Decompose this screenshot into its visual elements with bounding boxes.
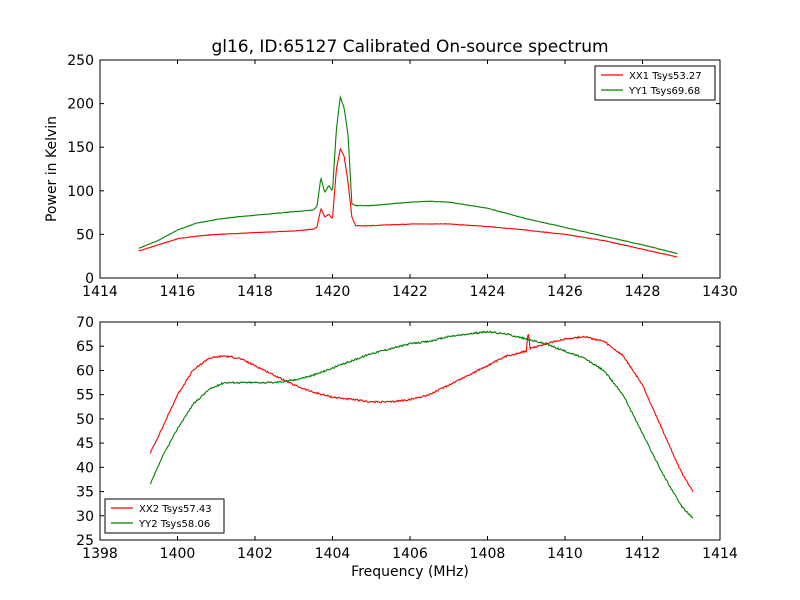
x-tick-label: 1430 (702, 284, 738, 300)
series-line-2-1 (149, 333, 694, 493)
series-line-1-1 (138, 147, 678, 258)
y-tick-label: 35 (76, 485, 94, 501)
x-tick-label: 1420 (315, 284, 351, 300)
chart-panel-2: 1398 1400 1402 1404 1406 1408 1410 1412 1414 25 30… (76, 315, 738, 580)
panels: 1414 1416 1418 1420 1422 1424 1426 1428 14300501… (44, 37, 738, 580)
y-tick-label: 100 (67, 184, 94, 200)
y-tick-label: 50 (76, 227, 94, 243)
legend-box (594, 65, 716, 101)
legend-entry: XX2 Tsys57.43 (139, 504, 212, 515)
y-tick-label: 50 (76, 412, 94, 428)
y-tick-label: 45 (76, 436, 94, 452)
x-tick-label: 1424 (470, 284, 506, 300)
x-tick-label: 1422 (392, 284, 428, 300)
x-tick-label: 1400 (160, 546, 196, 562)
x-tick-label: 1406 (392, 546, 428, 562)
legend-entry: YY2 Tsys58.06 (138, 519, 210, 530)
x-tick-label: 1414 (702, 546, 738, 562)
y-tick-label: 30 (76, 509, 94, 525)
y-tick-label: 0 (85, 271, 94, 287)
x-tick-label: 1414 (82, 284, 118, 300)
y-tick-label: 65 (76, 339, 94, 355)
x-tick-label: 1426 (547, 284, 583, 300)
y-tick-label: 40 (76, 460, 94, 476)
legend-box (104, 498, 225, 534)
y-tick-label: 250 (67, 53, 94, 69)
x-tick-label: 1412 (625, 546, 661, 562)
series-line-1-2 (138, 95, 678, 255)
y-tick-label: 55 (76, 388, 94, 404)
legend-2: XX2 Tsys57.43 YY2 Tsys58.06 (104, 498, 225, 534)
y-tick-label: 150 (67, 140, 94, 156)
x-tick-label: 1402 (237, 546, 273, 562)
x-tick-label: 1404 (315, 546, 351, 562)
y-axis-label: Power in Kelvin (44, 116, 60, 222)
x-tick-label: 1428 (625, 284, 661, 300)
x-tick-label: 1398 (82, 546, 118, 562)
x-axis-label: Frequency (MHz) (351, 564, 469, 580)
chart-panel-1: 1414 1416 1418 1420 1422 1424 1426 1428 1430 0 50 1… (44, 37, 738, 300)
legend-1: XX1 Tsys53.27 YY1 Tsys69.68 (594, 65, 716, 101)
x-tick-label: 1408 (470, 546, 506, 562)
y-tick-label: 60 (76, 363, 94, 379)
x-tick-label: 1418 (237, 284, 273, 300)
y-tick-label: 200 (67, 97, 94, 113)
legend-entry: XX1 Tsys53.27 (629, 71, 702, 82)
series-line-2-2 (149, 330, 694, 519)
chart-title: gl16, ID:65127 Calibrated On-source spec… (211, 37, 608, 57)
y-tick-label: 70 (76, 315, 94, 331)
x-tick-label: 1410 (547, 546, 583, 562)
x-tick-label: 1416 (160, 284, 196, 300)
legend-entry: YY1 Tsys69.68 (628, 86, 700, 97)
y-tick-label: 25 (76, 533, 94, 549)
